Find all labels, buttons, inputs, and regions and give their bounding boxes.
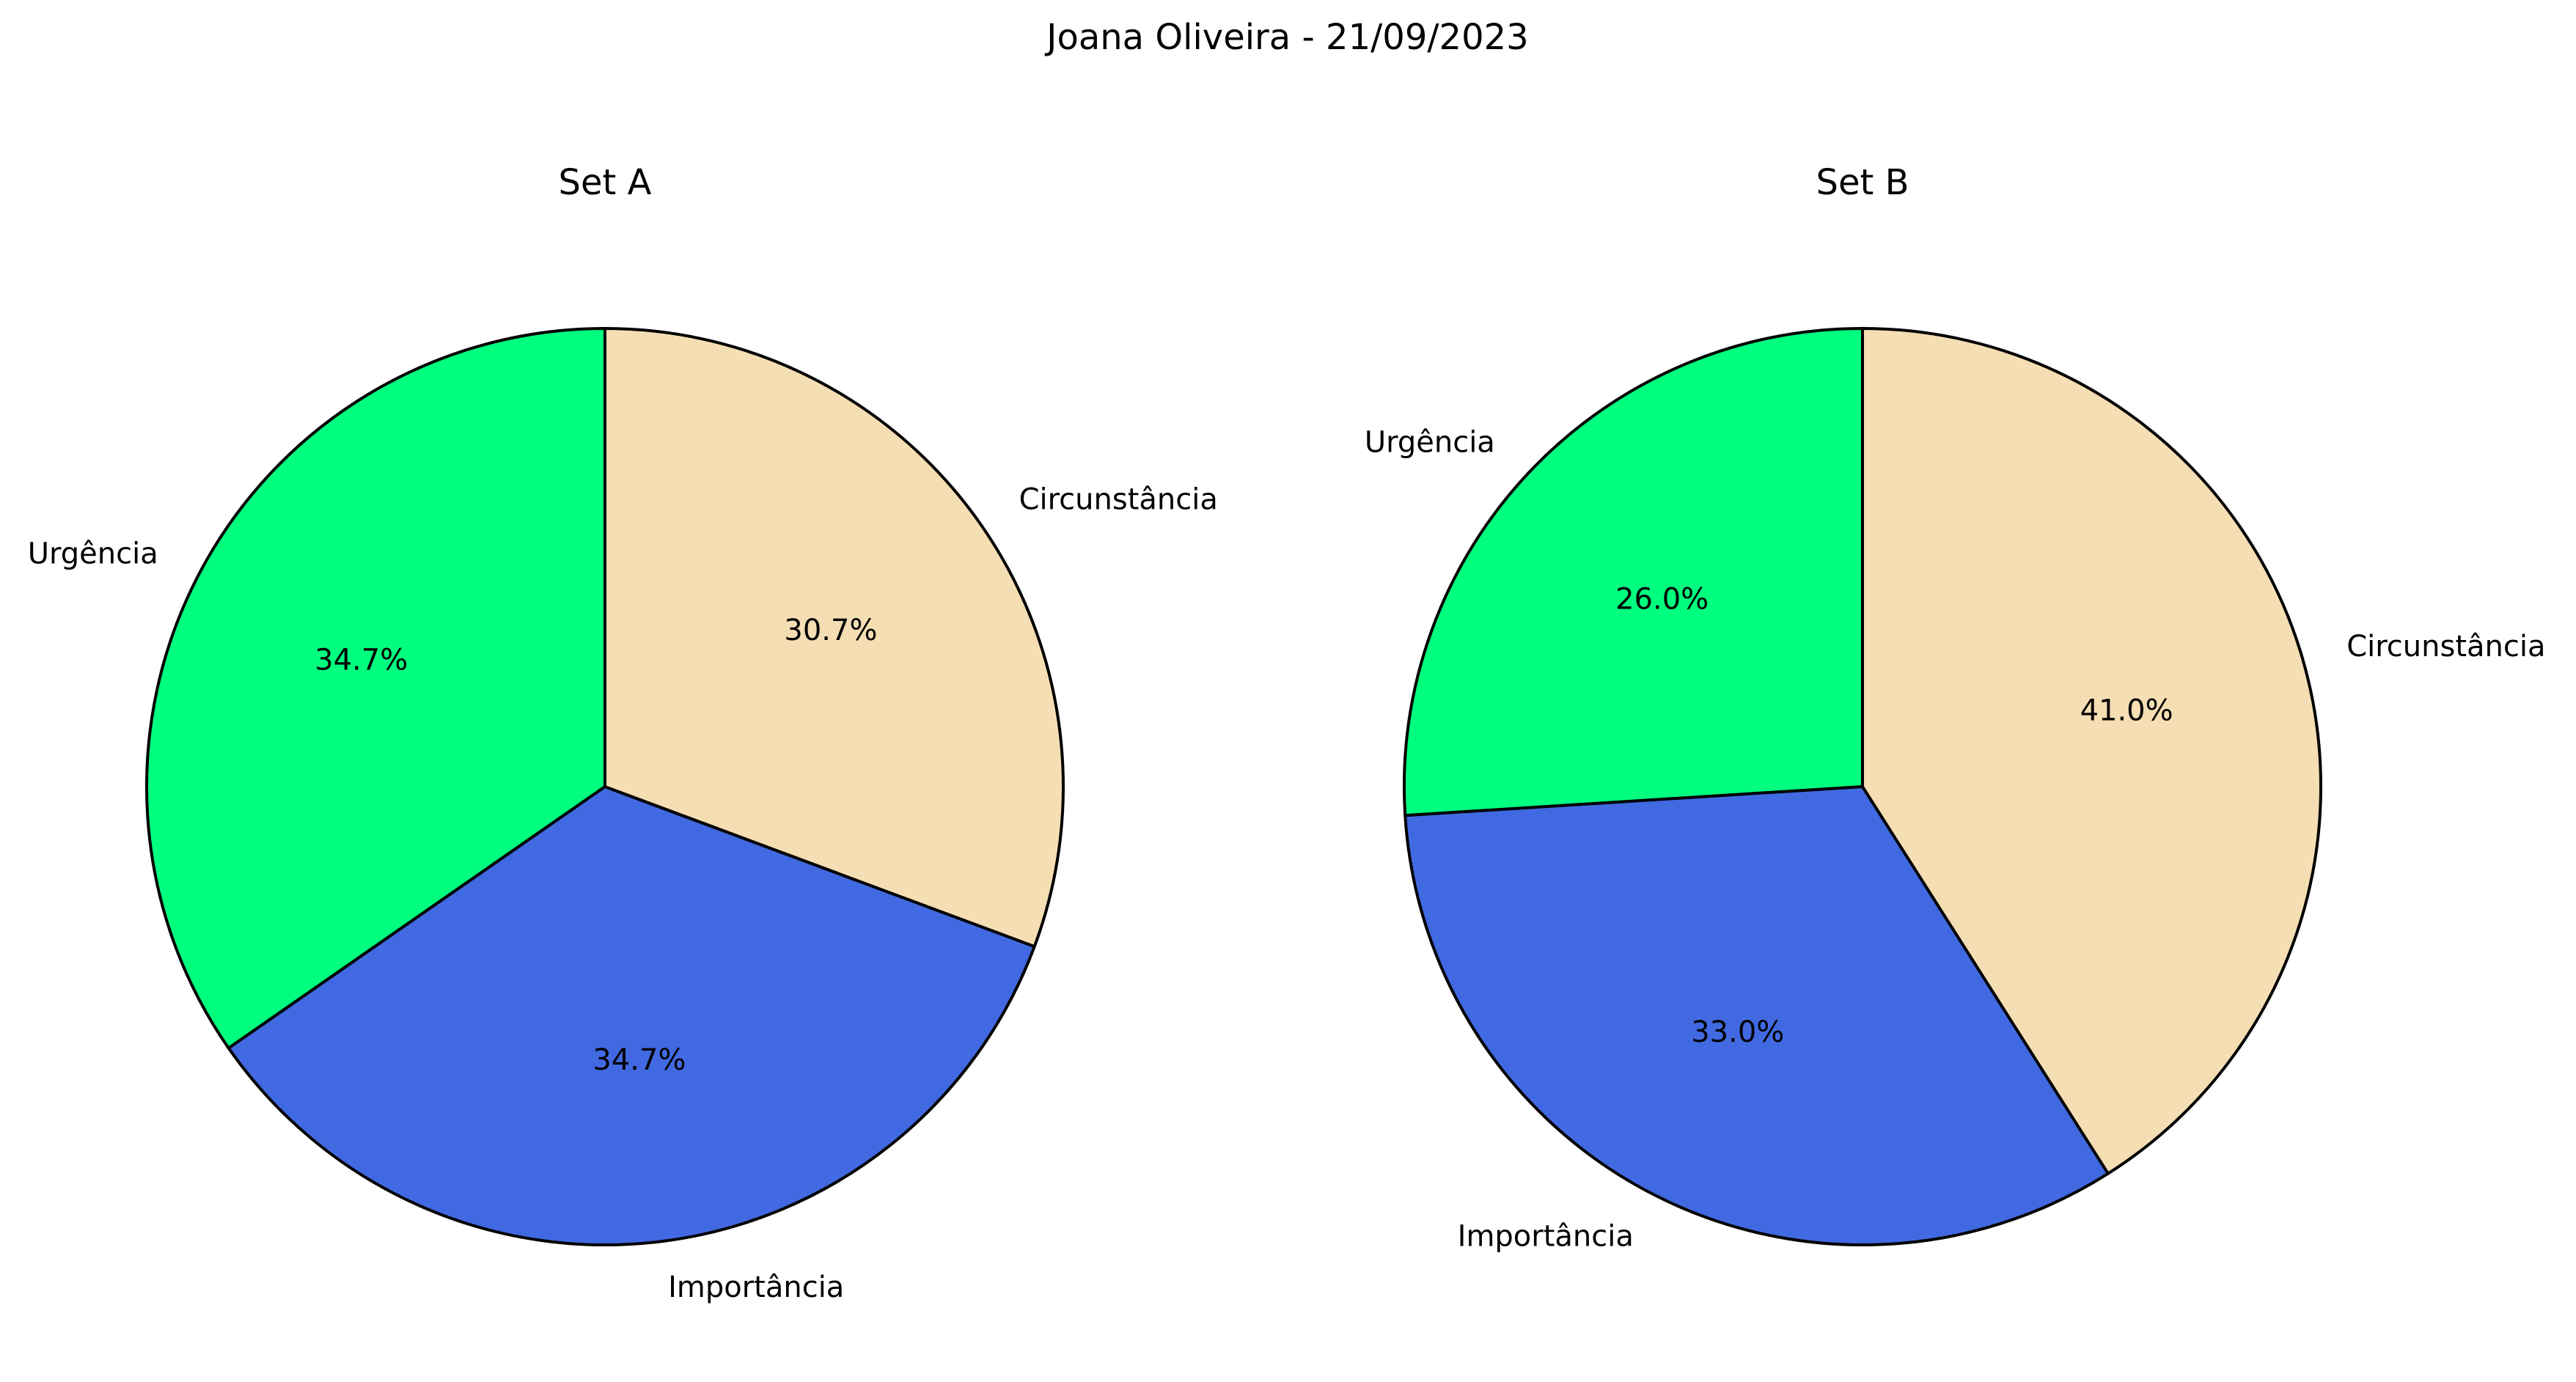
pie-pct-label-circunstancia-set-b: 41.0% (2080, 694, 2173, 727)
pie-chart-set-b: Set B 26.0% Urgência 33.0% Importância 41.0%… (1365, 162, 2546, 1254)
pie-title-set-a: Set A (559, 162, 652, 203)
pie-pct-label-importancia-set-a: 34.7% (592, 1043, 686, 1077)
pie-slice-importancia-set-b (1403, 785, 2110, 1246)
pie-pct-label-urgencia-set-b: 26.0% (1615, 582, 1709, 616)
pie-slice-circunstancia-set-a (603, 327, 1065, 948)
pie-pct-label-urgencia-set-a: 34.7% (315, 643, 408, 677)
pie-slice-urgencia-set-a (145, 327, 606, 1050)
pie-slice-label-importancia-set-b: Importância (1458, 1220, 1634, 1254)
pie-labels-set-a: 34.7% Urgência 34.7% Importância 30.7% Circun… (28, 483, 1218, 1304)
pie-slices-set-a (145, 327, 1065, 1246)
figure-suptitle: Joana Oliveira - 21/09/2023 (1044, 17, 1528, 58)
pie-pct-label-circunstancia-set-a: 30.7% (784, 614, 877, 647)
pie-pct-label-importancia-set-b: 33.0% (1691, 1015, 1784, 1049)
pie-slice-label-circunstancia-set-a: Circunstância (1019, 483, 1218, 517)
pie-slice-label-urgencia-set-a: Urgência (28, 537, 158, 570)
pie-slice-circunstancia-set-b (1861, 327, 2322, 1175)
pie-slice-label-circunstancia-set-b: Circunstância (2346, 630, 2545, 664)
pie-slices-set-b (1402, 327, 2322, 1246)
pie-title-set-b: Set B (1816, 162, 1909, 203)
pie-chart-set-a: Set A 34.7% Urgência 34.7% Importância 30.7%… (28, 162, 1218, 1304)
pie-slice-importancia-set-a (227, 785, 1036, 1246)
pie-slice-urgencia-set-b (1402, 327, 1864, 817)
pie-slice-label-importancia-set-a: Importância (668, 1271, 844, 1304)
pie-slice-label-urgencia-set-b: Urgência (1365, 425, 1495, 459)
pie-labels-set-b: 26.0% Urgência 33.0% Importância 41.0% Circun… (1365, 425, 2546, 1253)
